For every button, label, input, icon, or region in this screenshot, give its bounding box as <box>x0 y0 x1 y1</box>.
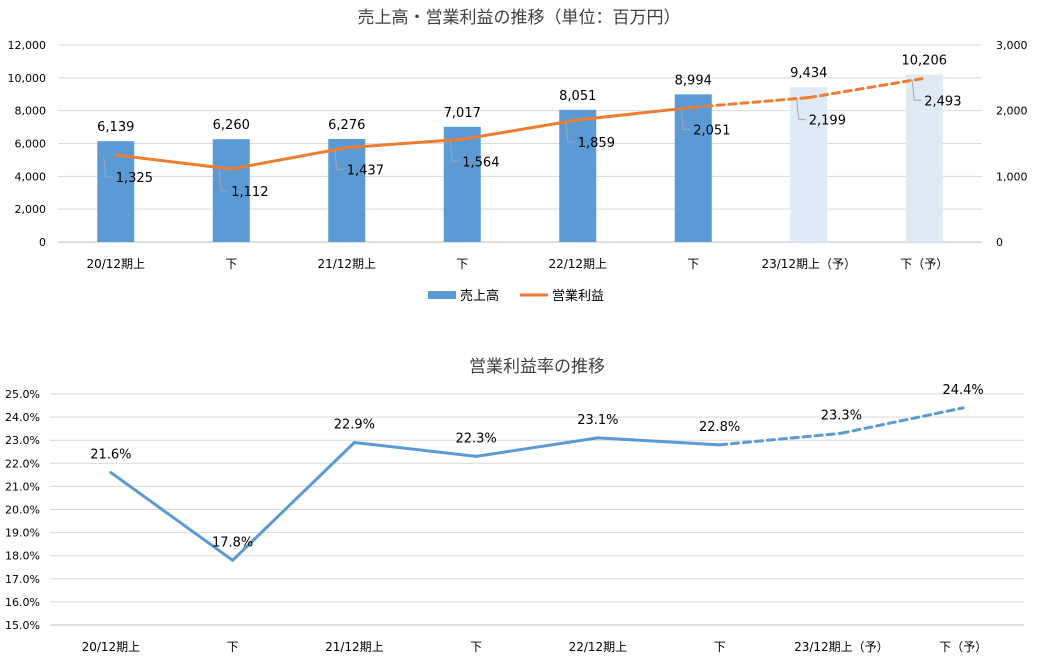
sales-data-label: 8,994 <box>675 73 712 88</box>
profit-label-leader <box>218 170 229 192</box>
y-left-tick-label: 0 <box>39 236 46 249</box>
y-right-tick-label: 0 <box>996 236 1003 249</box>
sales-data-label: 6,139 <box>97 120 134 135</box>
margin-line-segment <box>596 436 722 447</box>
profit-label-leader <box>680 109 691 130</box>
y-tick-label: 16.0% <box>5 596 40 609</box>
margin-line-forecast-segment <box>718 431 843 447</box>
margin-data-label: 23.3% <box>821 408 862 423</box>
profit-label-leader <box>449 141 460 162</box>
margin-data-label: 22.9% <box>334 418 375 433</box>
profit-data-label: 1,859 <box>578 136 615 151</box>
x-category-label: 22/12期上 <box>569 640 628 654</box>
sales-bar <box>790 87 828 242</box>
profit-label-leader <box>796 99 806 121</box>
sales-bar <box>905 74 943 242</box>
profit-data-label: 1,437 <box>347 164 384 179</box>
x-category-label: 22/12期上 <box>548 257 607 271</box>
profit-line-forecast-segment <box>691 96 811 109</box>
x-category-label: 下（予） <box>939 640 987 654</box>
margin-line-segment <box>231 441 356 562</box>
x-category-label: 下 <box>714 640 726 654</box>
chart-title: 営業利益率の推移 <box>469 357 605 377</box>
y-tick-label: 24.0% <box>5 411 40 424</box>
margin-data-label: 22.3% <box>455 431 496 446</box>
profit-label-leader <box>911 80 922 101</box>
x-category-label: 下 <box>456 257 468 271</box>
margin-line-segment <box>352 441 478 458</box>
y-left-tick-label: 10,000 <box>8 72 47 85</box>
sales-bar <box>559 109 597 243</box>
x-category-label: 23/12期上（予） <box>761 257 856 271</box>
y-tick-label: 21.0% <box>5 480 40 493</box>
margin-data-label: 17.8% <box>212 535 253 550</box>
y-left-tick-label: 2,000 <box>15 203 47 216</box>
profit-line-segment <box>114 153 233 171</box>
y-left-tick-label: 4,000 <box>15 170 47 183</box>
x-category-label: 下 <box>687 257 699 271</box>
y-tick-label: 22.0% <box>5 457 40 470</box>
legend-swatch-sales <box>428 291 456 299</box>
y-tick-label: 17.0% <box>5 573 40 586</box>
profit-label-leader <box>565 121 575 143</box>
y-right-tick-label: 1,000 <box>996 170 1028 183</box>
profit-line-segment <box>460 118 580 141</box>
y-left-tick-label: 6,000 <box>15 138 47 151</box>
sales-data-label: 10,206 <box>902 53 948 68</box>
y-tick-label: 20.0% <box>5 504 40 517</box>
sales-data-label: 8,051 <box>559 89 596 104</box>
y-right-tick-label: 3,000 <box>996 39 1028 52</box>
sales-bar <box>674 94 712 242</box>
profit-line-forecast-segment <box>807 76 926 100</box>
margin-data-label: 23.1% <box>577 413 618 428</box>
profit-data-label: 2,199 <box>809 114 846 129</box>
y-tick-label: 25.0% <box>5 388 40 401</box>
y-tick-label: 19.0% <box>5 527 40 540</box>
y-tick-label: 15.0% <box>5 619 40 632</box>
profit-data-label: 2,051 <box>693 123 730 138</box>
x-category-label: 下 <box>470 640 482 654</box>
x-category-label: 23/12期上（予） <box>794 640 889 654</box>
sales-bar <box>328 138 366 242</box>
y-right-tick-label: 2,000 <box>996 105 1028 118</box>
x-category-label: 21/12期上 <box>317 257 376 271</box>
profit-data-label: 1,112 <box>231 185 268 200</box>
margin-data-label: 24.4% <box>942 383 983 398</box>
margin-line-segment <box>474 436 600 458</box>
x-category-label: 下（予） <box>900 257 948 271</box>
profit-label-leader <box>334 149 344 171</box>
y-left-tick-label: 8,000 <box>15 105 47 118</box>
sales-data-label: 7,017 <box>444 106 481 121</box>
sales-data-label: 6,276 <box>328 118 365 133</box>
profit-line-segment <box>576 105 695 122</box>
legend-label-sales: 売上高 <box>460 288 499 304</box>
y-tick-label: 23.0% <box>5 434 40 447</box>
x-category-label: 20/12期上 <box>86 257 145 271</box>
x-category-label: 下 <box>225 257 237 271</box>
margin-line-segment <box>109 471 235 562</box>
margin-data-label: 21.6% <box>90 448 131 463</box>
sales-data-label: 6,260 <box>213 118 250 133</box>
profit-label-leader <box>103 156 113 178</box>
sales-data-label: 9,434 <box>790 66 827 81</box>
legend-label-profit: 営業利益 <box>552 288 604 304</box>
y-tick-label: 18.0% <box>5 550 40 563</box>
chart-title: 売上高・営業利益の推移（単位：百万円） <box>358 8 681 28</box>
y-left-tick-label: 12,000 <box>8 39 47 52</box>
profit-data-label: 1,325 <box>116 171 153 186</box>
profit-line-segment <box>345 137 464 150</box>
margin-data-label: 22.8% <box>699 420 740 435</box>
profit-data-label: 1,564 <box>462 155 499 170</box>
profit-data-label: 2,493 <box>924 94 961 109</box>
x-category-label: 下 <box>227 640 239 654</box>
sales-bar <box>443 126 481 242</box>
sales-bar <box>212 139 250 242</box>
margin-line-forecast-segment <box>839 406 965 435</box>
x-category-label: 20/12期上 <box>82 640 141 654</box>
x-category-label: 21/12期上 <box>325 640 384 654</box>
profit-line-segment <box>229 146 349 171</box>
